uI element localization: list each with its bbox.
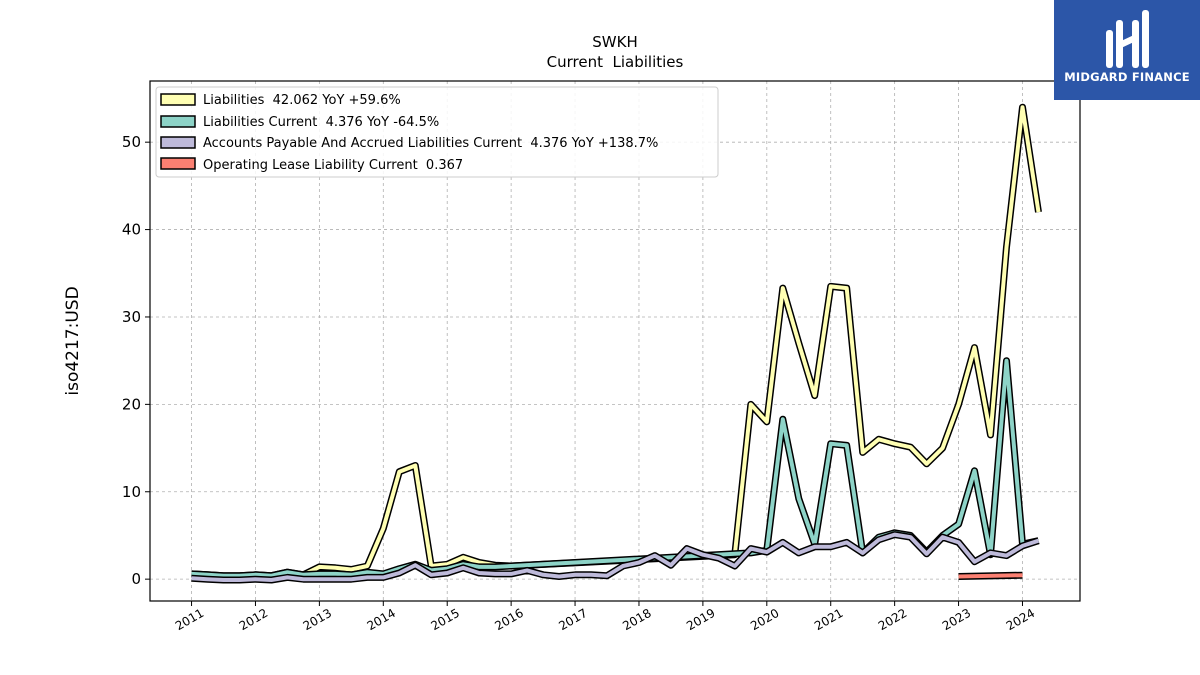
legend-label: Liabilities 42.062 YoY +59.6% — [203, 93, 401, 108]
y-tick-label: 40 — [122, 221, 141, 239]
legend-box — [155, 86, 719, 178]
legend-entry: Operating Lease Liability Current 0.367 — [160, 157, 463, 173]
series-stroke — [191, 358, 1039, 578]
series-lines — [191, 103, 1042, 584]
x-tick-label: 2012 — [237, 606, 270, 633]
series-line-1 — [191, 357, 1040, 580]
x-tick-label: 2024 — [1004, 606, 1037, 633]
legend-swatch — [160, 115, 196, 128]
chart-subtitle: Current Liabilities — [547, 53, 684, 71]
series-line-2 — [191, 531, 1040, 584]
legend-swatch — [160, 93, 196, 106]
x-tick-label: 2013 — [301, 606, 334, 633]
legend-entry: Accounts Payable And Accrued Liabilities… — [160, 136, 658, 151]
y-tick-label: 30 — [122, 308, 141, 326]
midgard-finance-logo: MIDGARD FINANCE — [1054, 0, 1200, 100]
series-stroke — [191, 532, 1040, 582]
x-tick-label: 2015 — [428, 606, 461, 633]
brand-name: MIDGARD FINANCE — [1064, 70, 1190, 84]
legend-label: Accounts Payable And Accrued Liabilities… — [203, 136, 658, 151]
x-tick-label: 2018 — [620, 606, 653, 633]
legend-swatch — [160, 157, 196, 170]
legend-entry: Liabilities 42.062 YoY +59.6% — [160, 93, 401, 108]
x-tick-label: 2011 — [173, 606, 206, 633]
x-tick-label: 2020 — [748, 606, 781, 633]
series-stroke — [958, 573, 1023, 579]
x-tick-label: 2019 — [684, 606, 717, 633]
y-axis-label: iso4217:USD — [63, 286, 83, 395]
y-tick-label: 50 — [122, 133, 141, 151]
y-tick-label: 20 — [122, 395, 141, 413]
y-tick-label: 0 — [131, 570, 141, 588]
x-tick-label: 2016 — [492, 606, 525, 633]
logo-mark-icon — [1106, 10, 1149, 68]
legend-label: Operating Lease Liability Current 0.367 — [203, 158, 463, 173]
legend: Liabilities 42.062 YoY +59.6% Liabilitie… — [155, 86, 719, 178]
legend-label: Liabilities Current 4.376 YoY -64.5% — [203, 115, 439, 130]
x-tick-label: 2023 — [940, 606, 973, 633]
series-outline — [191, 357, 1040, 580]
legend-entry: Liabilities Current 4.376 YoY -64.5% — [160, 115, 439, 130]
chart-title: SWKH — [592, 33, 637, 51]
x-tick-label: 2017 — [556, 606, 589, 633]
series-line-3 — [958, 571, 1023, 580]
legend-swatch — [160, 136, 196, 149]
x-tick-label: 2022 — [876, 606, 909, 633]
y-tick-label: 10 — [122, 483, 141, 501]
x-tick-label: 2021 — [812, 606, 845, 633]
x-tick-label: 2014 — [365, 606, 398, 633]
plot-frame — [149, 80, 1081, 602]
